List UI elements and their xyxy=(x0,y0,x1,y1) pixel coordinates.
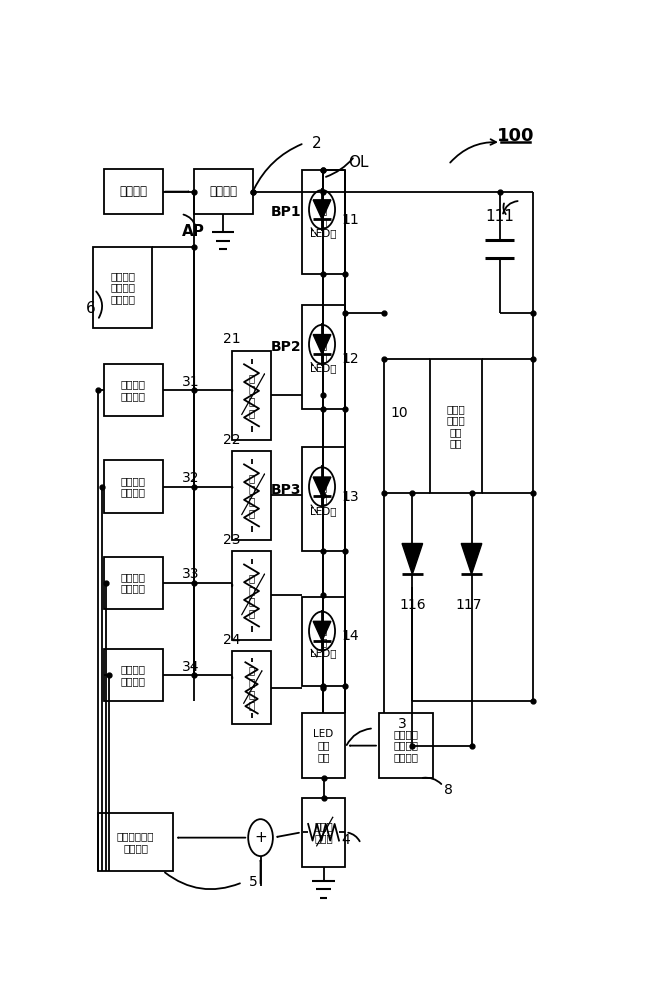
FancyBboxPatch shape xyxy=(301,798,345,867)
Text: 100: 100 xyxy=(497,127,534,145)
Text: 第三电流
控制单元: 第三电流 控制单元 xyxy=(121,572,145,594)
Text: 117: 117 xyxy=(456,598,482,612)
Text: 电压变动
抑制信号
生成单元: 电压变动 抑制信号 生成单元 xyxy=(393,729,418,762)
FancyBboxPatch shape xyxy=(301,305,345,409)
Text: 高次谐波
抑制信号
生成单元: 高次谐波 抑制信号 生成单元 xyxy=(110,271,135,304)
Text: BP2: BP2 xyxy=(271,340,301,354)
FancyBboxPatch shape xyxy=(232,351,271,440)
Text: 14: 14 xyxy=(342,629,359,643)
Text: 第
一
单
元: 第 一 单 元 xyxy=(248,373,255,418)
Text: 8: 8 xyxy=(444,783,453,797)
Polygon shape xyxy=(313,477,331,496)
FancyBboxPatch shape xyxy=(301,447,345,551)
Text: +: + xyxy=(254,830,267,845)
Text: 21: 21 xyxy=(223,332,241,346)
FancyBboxPatch shape xyxy=(104,364,163,416)
Polygon shape xyxy=(402,544,423,574)
FancyBboxPatch shape xyxy=(93,247,153,328)
Polygon shape xyxy=(313,200,331,219)
Text: 2: 2 xyxy=(312,136,322,151)
Text: BP1: BP1 xyxy=(271,205,301,219)
FancyBboxPatch shape xyxy=(232,551,271,640)
FancyBboxPatch shape xyxy=(430,359,482,493)
Text: 10: 10 xyxy=(390,406,408,420)
Text: 6: 6 xyxy=(86,301,96,316)
Text: 第
二
LED部: 第 二 LED部 xyxy=(310,340,337,373)
Text: 22: 22 xyxy=(224,433,241,447)
Text: 电容器
充电用
恒流
电路: 电容器 充电用 恒流 电路 xyxy=(447,404,465,448)
FancyBboxPatch shape xyxy=(104,169,163,214)
Text: BP3: BP3 xyxy=(271,483,301,497)
Text: 31: 31 xyxy=(182,375,200,389)
FancyBboxPatch shape xyxy=(301,170,345,274)
Text: 整流电路: 整流电路 xyxy=(209,185,237,198)
Text: 第
三
LED部: 第 三 LED部 xyxy=(310,483,337,516)
FancyBboxPatch shape xyxy=(301,597,345,686)
FancyBboxPatch shape xyxy=(194,169,253,214)
Text: 第
三
单
元: 第 三 单 元 xyxy=(248,573,255,618)
Text: 3: 3 xyxy=(398,717,406,731)
Text: 电流检测信号
赋予单元: 电流检测信号 赋予单元 xyxy=(117,831,155,853)
Text: 111: 111 xyxy=(485,209,514,224)
Text: AP: AP xyxy=(182,224,205,239)
Text: LED
驱动
单元: LED 驱动 单元 xyxy=(313,729,334,762)
Text: 第
四
单
元: 第 四 单 元 xyxy=(248,665,255,710)
Text: 33: 33 xyxy=(183,567,200,581)
Text: 13: 13 xyxy=(342,490,359,504)
Text: 116: 116 xyxy=(399,598,426,612)
Text: 4: 4 xyxy=(341,833,350,847)
Polygon shape xyxy=(461,544,482,574)
Text: 第四电流
控制单元: 第四电流 控制单元 xyxy=(121,664,145,686)
Text: 第一电流
控制单元: 第一电流 控制单元 xyxy=(121,379,145,401)
Text: 5: 5 xyxy=(248,875,257,889)
Text: 24: 24 xyxy=(224,633,241,647)
FancyBboxPatch shape xyxy=(104,557,163,609)
Polygon shape xyxy=(313,621,331,641)
Text: 第
一
LED部: 第 一 LED部 xyxy=(310,205,337,239)
Text: 第二电流
控制单元: 第二电流 控制单元 xyxy=(121,476,145,497)
FancyBboxPatch shape xyxy=(301,713,345,778)
Polygon shape xyxy=(313,335,331,354)
Text: 第
四
LED部: 第 四 LED部 xyxy=(310,625,337,658)
FancyBboxPatch shape xyxy=(104,649,163,701)
FancyBboxPatch shape xyxy=(379,713,433,778)
Text: 第
二
单
元: 第 二 单 元 xyxy=(248,473,255,518)
FancyBboxPatch shape xyxy=(232,651,271,724)
FancyBboxPatch shape xyxy=(232,451,271,540)
Text: OL: OL xyxy=(348,155,369,170)
Text: 电流检
测单元: 电流检 测单元 xyxy=(314,821,333,843)
Text: 23: 23 xyxy=(224,533,241,547)
FancyBboxPatch shape xyxy=(104,460,163,513)
Text: 12: 12 xyxy=(342,352,359,366)
Text: 34: 34 xyxy=(183,660,200,674)
Text: 11: 11 xyxy=(342,213,359,227)
FancyBboxPatch shape xyxy=(98,813,173,871)
Text: 32: 32 xyxy=(183,471,200,485)
Text: 交流电源: 交流电源 xyxy=(119,185,147,198)
